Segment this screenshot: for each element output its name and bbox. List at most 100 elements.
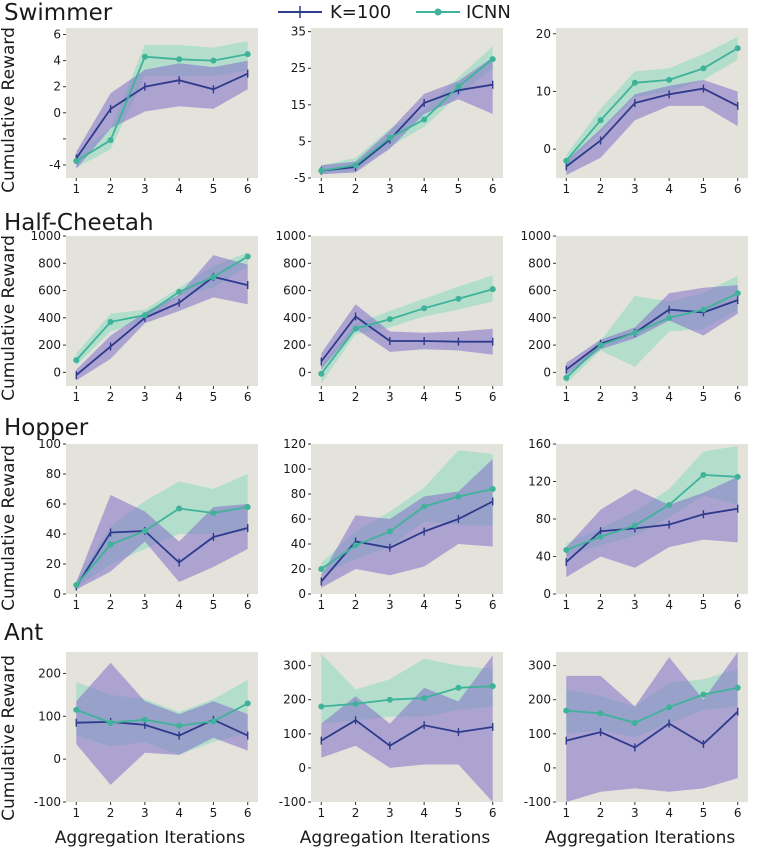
y-tick-label: 100 bbox=[283, 727, 306, 741]
icnn-point bbox=[700, 306, 707, 313]
y-tick-label: 0 bbox=[298, 365, 306, 379]
legend-icnn-label: ICNN bbox=[466, 2, 511, 23]
icnn-point bbox=[597, 342, 604, 349]
icnn-point bbox=[563, 157, 570, 164]
x-tick-label: 2 bbox=[352, 182, 360, 196]
icnn-point bbox=[318, 566, 325, 572]
x-tick-label: 3 bbox=[631, 598, 639, 612]
y-tick-label: -100 bbox=[279, 795, 306, 809]
y-axis-label-row-4: Cumulative Reward bbox=[0, 655, 19, 821]
y-tick-label: -5 bbox=[294, 171, 306, 185]
icnn-point bbox=[563, 374, 570, 381]
y-tick-label: 0 bbox=[298, 587, 306, 601]
y-tick-label: 100 bbox=[38, 709, 61, 723]
y-tick-label: 80 bbox=[46, 467, 61, 481]
y-tick-label: 1000 bbox=[520, 229, 551, 243]
k100-band bbox=[76, 255, 248, 381]
y-tick-label: 600 bbox=[283, 284, 306, 298]
icnn-point bbox=[141, 312, 148, 319]
x-tick-label: 5 bbox=[700, 806, 708, 820]
k100-line bbox=[75, 275, 248, 376]
y-tick-label: 100 bbox=[38, 437, 61, 451]
x-tick-label: 5 bbox=[210, 182, 218, 196]
y-tick-label: 6 bbox=[53, 28, 61, 42]
icnn-point bbox=[597, 117, 604, 124]
y-tick-label: 300 bbox=[528, 659, 551, 673]
y-tick-label: 120 bbox=[528, 475, 551, 489]
x-tick-label: 1 bbox=[72, 598, 80, 612]
legend-k100-label: K=100 bbox=[330, 2, 391, 23]
x-tick-label: 2 bbox=[352, 598, 360, 612]
x-tick-label: 6 bbox=[489, 182, 497, 196]
legend: K=100 ICNN bbox=[278, 2, 511, 23]
x-tick-label: 3 bbox=[141, 182, 149, 196]
x-axis-labels: Aggregation Iterations Aggregation Itera… bbox=[55, 828, 736, 848]
y-tick-label: 15 bbox=[291, 98, 306, 112]
icnn-point bbox=[210, 57, 217, 64]
x-tick-label: 4 bbox=[175, 806, 183, 820]
k100-band bbox=[566, 79, 738, 176]
panel-r2-c3: 0 200 400 600 800 1000 1 2 3 4 5 6 bbox=[520, 229, 748, 404]
y-axis-labels: Cumulative Reward Cumulative Reward Cumu… bbox=[0, 27, 19, 821]
x-tick-label: 2 bbox=[597, 182, 605, 196]
panel-r3-c2: 0 20 40 60 80 100 120 1 2 3 4 5 6 bbox=[283, 437, 503, 612]
x-tick-label: 4 bbox=[420, 390, 428, 404]
icnn-point bbox=[210, 718, 217, 725]
icnn-point bbox=[244, 504, 251, 510]
icnn-point bbox=[210, 510, 217, 516]
y-tick-label: 600 bbox=[528, 284, 551, 298]
x-tick-label: 5 bbox=[455, 598, 463, 612]
icnn-point bbox=[455, 83, 462, 90]
icnn-point bbox=[700, 65, 707, 72]
k100-band bbox=[76, 662, 248, 785]
icnn-point bbox=[73, 582, 80, 588]
icnn-point bbox=[421, 116, 428, 123]
x-tick-label: 3 bbox=[386, 598, 394, 612]
icnn-line bbox=[565, 47, 739, 162]
y-tick-label: 40 bbox=[536, 550, 551, 564]
y-tick-label: 20 bbox=[46, 557, 61, 571]
y-tick-label: 0 bbox=[53, 752, 61, 766]
x-tick-label: 5 bbox=[210, 806, 218, 820]
y-tick-label: 800 bbox=[283, 256, 306, 270]
icnn-point bbox=[631, 79, 638, 86]
x-tick-label: 1 bbox=[317, 390, 325, 404]
icnn-line bbox=[75, 506, 248, 586]
y-tick-label: 200 bbox=[283, 338, 306, 352]
x-tick-label: 2 bbox=[597, 806, 605, 820]
icnn-point bbox=[176, 288, 183, 295]
row-title-half-cheetah: Half-Cheetah bbox=[4, 210, 154, 236]
icnn-line bbox=[321, 685, 493, 708]
x-tick-label: 5 bbox=[210, 598, 218, 612]
y-tick-label: 400 bbox=[283, 311, 306, 325]
x-tick-label: 3 bbox=[631, 806, 639, 820]
y-tick-label: 20 bbox=[536, 27, 551, 41]
k100-line bbox=[565, 299, 739, 371]
icnn-point bbox=[352, 700, 359, 707]
y-tick-label: 0 bbox=[298, 761, 306, 775]
y-tick-label: -100 bbox=[524, 795, 551, 809]
y-tick-label: 2 bbox=[53, 80, 61, 94]
k100-line bbox=[321, 83, 493, 172]
icnn-line bbox=[75, 53, 248, 162]
icnn-point bbox=[244, 253, 251, 260]
icnn-point bbox=[421, 503, 428, 510]
y-tick-label: 400 bbox=[528, 311, 551, 325]
x-tick-label: 6 bbox=[489, 390, 497, 404]
icnn-point bbox=[489, 683, 496, 690]
y-axis-label-row-3: Cumulative Reward bbox=[0, 445, 19, 611]
icnn-point bbox=[318, 370, 325, 377]
x-tick-label: 6 bbox=[244, 182, 252, 196]
icnn-point bbox=[489, 286, 496, 293]
k100-band bbox=[321, 57, 493, 175]
x-axis-label-col-1: Aggregation Iterations bbox=[55, 828, 246, 848]
icnn-point bbox=[210, 273, 217, 280]
x-tick-label: 3 bbox=[141, 390, 149, 404]
y-tick-label: 400 bbox=[38, 311, 61, 325]
icnn-line bbox=[565, 292, 739, 379]
panel-r1-c2: -5 5 15 25 35 1 2 3 4 5 6 bbox=[291, 25, 503, 196]
icnn-point bbox=[563, 707, 570, 714]
row-titles: Swimmer Half-Cheetah Hopper Ant bbox=[4, 0, 154, 646]
icnn-point bbox=[141, 716, 148, 723]
